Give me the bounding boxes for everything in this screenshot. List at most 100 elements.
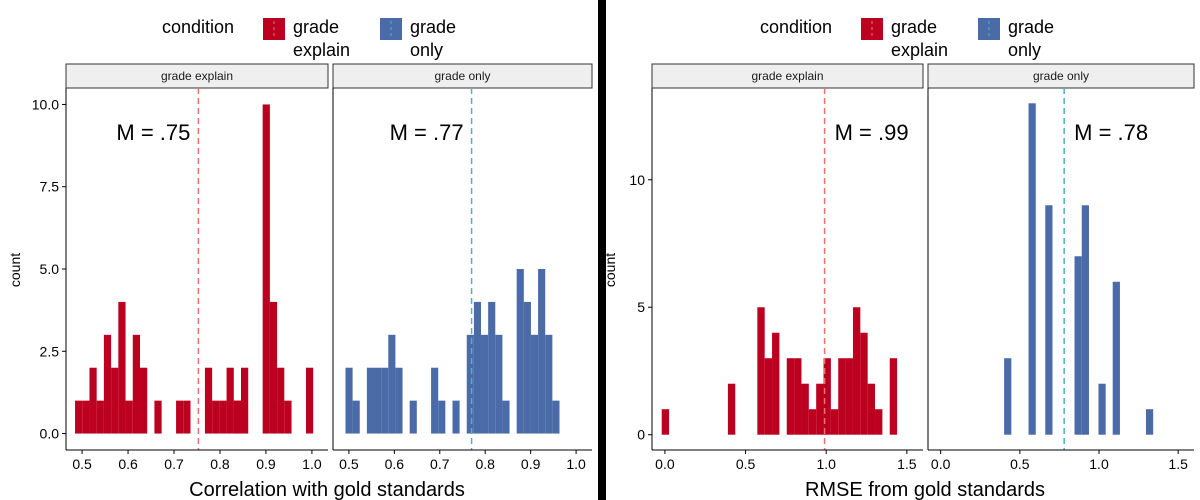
correlation-histogram-chart: condition grade explain grade only 0.0 2.5 5.0 7…	[7, 17, 593, 500]
histogram-bar	[852, 307, 861, 435]
facet-strip-label: grade only	[434, 69, 490, 83]
histogram-bar	[82, 400, 90, 434]
histogram-bar	[262, 104, 270, 434]
x-tick-label: 0.0	[931, 456, 951, 472]
histogram-bar	[772, 332, 780, 435]
histogram-bar	[860, 332, 868, 435]
histogram-bar	[233, 400, 242, 434]
histogram-bar	[808, 409, 817, 435]
legend-label-line1: grade	[410, 17, 456, 37]
x-tick-label: 0.8	[475, 456, 495, 472]
histogram-bar	[103, 334, 112, 434]
x-axis-title: Correlation with gold standards	[189, 479, 465, 500]
histogram-bar	[154, 400, 162, 434]
facet-panel-grade-only: grade only M = .78 0.0 0.5 1.0 1.5	[927, 63, 1195, 472]
x-tick-label: 0.5	[1010, 456, 1030, 472]
histogram-bar	[502, 400, 510, 434]
y-tick-label: 10.0	[32, 96, 59, 112]
histogram-bar	[545, 334, 553, 434]
histogram-bar	[305, 367, 314, 434]
histogram-bar	[89, 367, 97, 434]
x-axis: 0.5 0.6 0.7 0.8 0.9 1.0	[333, 449, 592, 472]
x-axis: 0.0 0.5 1.0 1.5	[652, 449, 923, 472]
histogram-bar	[96, 400, 104, 434]
histogram-bar	[488, 301, 496, 434]
facet-strip-label: grade explain	[751, 69, 823, 83]
histogram-bar	[727, 383, 736, 435]
y-tick-label: 0.0	[40, 426, 60, 442]
histogram-bar	[241, 367, 249, 434]
mean-label: M = .99	[835, 120, 909, 145]
histogram-bar	[523, 301, 531, 434]
histogram-bar	[132, 334, 140, 434]
histogram-bar	[118, 301, 126, 434]
x-tick-label: 1.0	[302, 456, 322, 472]
legend-item-grade-explain: grade explain	[263, 17, 350, 60]
mean-label: M = .75	[116, 120, 190, 145]
histogram-bar	[374, 367, 382, 434]
histogram-bar	[495, 334, 503, 434]
histogram-bar	[438, 400, 446, 434]
histogram-bar	[661, 409, 670, 435]
rmse-histogram-chart: condition grade explain grade only 0 5 10 count g…	[606, 17, 1195, 500]
facet-strip	[927, 63, 1195, 89]
histogram-bar	[395, 367, 403, 434]
histogram-bar	[284, 400, 292, 434]
histogram-bar	[889, 358, 898, 435]
histogram-bar	[473, 301, 482, 434]
histogram-bar	[183, 400, 191, 434]
histogram-bar	[366, 367, 375, 434]
y-axis: 0 5 10	[629, 88, 653, 450]
legend-item-grade-only: grade only	[978, 17, 1054, 60]
histogram-bar	[125, 400, 133, 434]
legend-title: condition	[162, 17, 234, 37]
legend-label-line2: explain	[293, 40, 350, 60]
histogram-bar	[1074, 256, 1082, 435]
histogram-bar	[452, 400, 460, 434]
histogram-bar	[111, 367, 119, 434]
x-tick-label: 0.7	[430, 456, 450, 472]
x-tick-label: 0.7	[164, 456, 184, 472]
legend-title: condition	[760, 17, 832, 37]
facet-strip	[332, 63, 593, 89]
x-tick-label: 0.5	[736, 456, 756, 472]
y-axis-title: count	[7, 253, 23, 287]
histogram-bar	[530, 334, 539, 434]
histogram-bar	[757, 307, 765, 435]
histogram-bar	[139, 367, 148, 434]
histogram-bar	[516, 269, 524, 434]
histogram-bar	[801, 383, 809, 435]
histogram-bar	[381, 367, 389, 434]
histogram-bar	[219, 400, 227, 434]
legend-label-line1: grade	[891, 17, 937, 37]
figure-divider	[598, 0, 606, 500]
histogram-bar	[1081, 205, 1089, 435]
x-tick-label: 0.0	[655, 456, 675, 472]
histogram-bar	[1004, 358, 1012, 435]
legend-label-line2: only	[1008, 40, 1041, 60]
legend-label-line2: explain	[891, 40, 948, 60]
facet-strip	[651, 63, 924, 89]
y-tick-label: 5	[637, 299, 645, 315]
legend: condition grade explain grade only	[760, 17, 1054, 60]
histogram-bar	[845, 358, 853, 435]
y-tick-label: 5.0	[40, 261, 60, 277]
histogram-bar	[466, 334, 474, 434]
x-axis: 0.5 0.6 0.7 0.8 0.9 1.0	[66, 449, 328, 472]
x-axis-title: RMSE from gold standards	[805, 479, 1045, 500]
histogram-bar	[431, 367, 439, 434]
histogram-bar	[1145, 409, 1154, 435]
y-tick-label: 7.5	[40, 179, 60, 195]
histogram-bar	[823, 358, 831, 435]
histogram-bar	[538, 269, 546, 434]
histogram-bar	[388, 334, 396, 434]
facet-panel-grade-only: grade only M = .77 0.5 0.6 0.7 0.8 0.9 1.0	[332, 63, 593, 472]
x-tick-label: 1.0	[816, 456, 836, 472]
histogram-bar	[176, 400, 184, 434]
y-axis-title: count	[606, 253, 618, 287]
histogram-bar	[204, 367, 213, 434]
legend-label-line1: grade	[1008, 17, 1054, 37]
x-tick-label: 0.8	[210, 456, 230, 472]
histogram-bar	[212, 400, 220, 434]
legend-label-line2: only	[410, 40, 443, 60]
